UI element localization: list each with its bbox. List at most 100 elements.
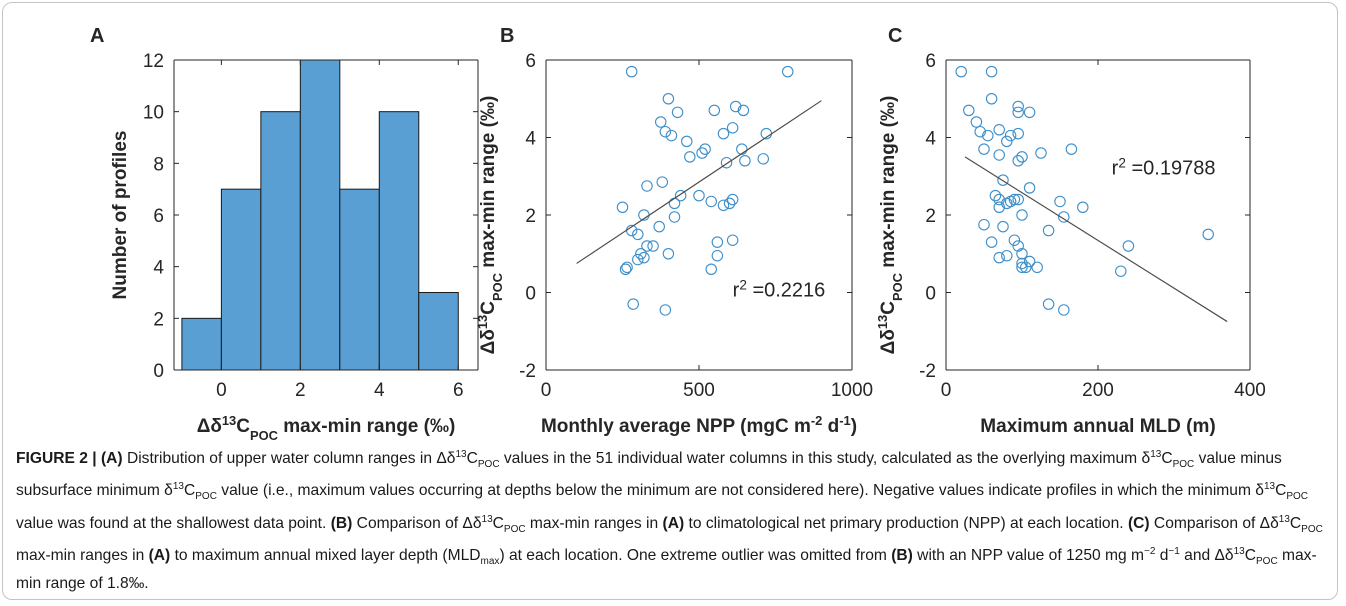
caption-fragment: max-min range of 1.8‰. bbox=[16, 547, 1317, 593]
y-tick-label: 2 bbox=[925, 206, 936, 227]
data-point bbox=[656, 176, 669, 188]
caption-fragment: and Δδ bbox=[1179, 547, 1234, 565]
y-tick-label: 6 bbox=[925, 51, 936, 72]
caption-fragment: Comparison of Δδ bbox=[1149, 514, 1279, 532]
caption-fragment: POC bbox=[1256, 556, 1278, 568]
figure-panels: A 0 2 4 6 0 2 4 6 8 10 12 Number of profiles Δδ13CPOC… bbox=[90, 25, 1266, 440]
caption-fragment: Distribution of upper water column range… bbox=[122, 450, 456, 468]
data-point bbox=[1001, 135, 1013, 148]
data-point bbox=[1008, 193, 1021, 206]
data-point bbox=[659, 125, 672, 138]
figure-caption: FIGURE 2 | (A) Distribution of upper wat… bbox=[16, 444, 1328, 595]
x-tick-label: 4 bbox=[374, 380, 385, 401]
caption-fragment: (B) bbox=[891, 547, 913, 565]
data-point bbox=[1058, 211, 1070, 223]
caption-fragment: C bbox=[1275, 482, 1287, 500]
data-point bbox=[1016, 248, 1028, 260]
caption-fragment: to climatological net primary production… bbox=[684, 514, 1128, 532]
caption-fragment: C bbox=[492, 514, 504, 532]
data-point bbox=[627, 298, 639, 310]
y-tick-label: 0 bbox=[153, 361, 164, 382]
histogram-bar bbox=[418, 292, 459, 371]
data-point bbox=[1065, 143, 1078, 155]
y-tick-label: -2 bbox=[519, 361, 536, 382]
data-point bbox=[726, 193, 739, 206]
caption-fragment: ) at each location. One extreme outlier … bbox=[499, 547, 892, 565]
data-point bbox=[659, 304, 672, 316]
data-point bbox=[993, 124, 1005, 136]
data-point bbox=[1012, 240, 1024, 252]
data-point bbox=[641, 180, 653, 192]
data-point bbox=[985, 93, 998, 105]
caption-fragment: −2 bbox=[1144, 545, 1156, 557]
data-point bbox=[699, 143, 711, 155]
caption-body: (A) Distribution of upper water column r… bbox=[16, 449, 1323, 593]
data-point bbox=[662, 248, 675, 260]
caption-fragment: POC bbox=[1172, 459, 1195, 471]
y-axis-label: Δδ13CPOC max-min range (‰) bbox=[475, 96, 505, 355]
y-tick-label: 4 bbox=[925, 129, 936, 150]
data-point bbox=[665, 129, 678, 142]
histogram-bar bbox=[260, 111, 301, 371]
histogram-bar bbox=[299, 59, 341, 371]
data-point bbox=[993, 193, 1005, 206]
caption-fragment: POC bbox=[1301, 523, 1323, 535]
caption-fragment: value minus subsurface minimum δ bbox=[16, 450, 1282, 500]
caption-fragment: (A) bbox=[148, 547, 171, 565]
caption-fragment: POC bbox=[477, 459, 500, 471]
data-point bbox=[693, 189, 705, 202]
data-point bbox=[1115, 265, 1127, 277]
data-point bbox=[1023, 255, 1036, 268]
caption-fragment: 13 bbox=[172, 481, 184, 493]
caption-fragment: max-min ranges in bbox=[16, 547, 149, 565]
data-point bbox=[955, 65, 967, 78]
data-point bbox=[696, 147, 708, 159]
caption-fragment: max bbox=[480, 556, 500, 568]
caption-fragment: C bbox=[466, 450, 478, 468]
trendline bbox=[964, 156, 1228, 323]
data-point bbox=[1001, 249, 1013, 262]
data-point bbox=[681, 135, 693, 148]
caption-fragment: d bbox=[1155, 547, 1169, 565]
data-point bbox=[720, 156, 733, 169]
panel-label: C bbox=[888, 25, 902, 47]
data-point bbox=[632, 228, 644, 241]
caption-fragment: 13 bbox=[1233, 545, 1245, 557]
data-point bbox=[1012, 100, 1024, 113]
data-point bbox=[1004, 129, 1017, 142]
x-axis-label: Maximum annual MLD (m) bbox=[980, 416, 1215, 437]
caption-fragment: value was found at the shallowest data p… bbox=[16, 514, 331, 532]
x-tick-label: 0 bbox=[541, 380, 552, 401]
caption-fragment: (B) bbox=[330, 514, 353, 532]
data-point bbox=[978, 143, 990, 155]
data-point bbox=[993, 149, 1005, 161]
data-point bbox=[985, 65, 998, 78]
data-point bbox=[1012, 155, 1024, 167]
data-point bbox=[1016, 257, 1028, 270]
data-point bbox=[705, 263, 717, 275]
histogram-bar bbox=[181, 317, 222, 371]
data-point bbox=[1035, 147, 1047, 159]
caption-fragment: Comparison of Δδ bbox=[352, 514, 482, 532]
data-point bbox=[1122, 240, 1135, 252]
data-point bbox=[1012, 193, 1024, 206]
y-tick-label: -2 bbox=[919, 361, 936, 382]
data-point bbox=[985, 236, 998, 248]
y-axis-label: Number of profiles bbox=[110, 131, 131, 300]
data-point bbox=[1020, 261, 1032, 274]
data-point bbox=[1202, 228, 1214, 241]
data-point bbox=[1016, 151, 1028, 163]
y-tick-label: 6 bbox=[153, 206, 164, 227]
y-tick-label: 0 bbox=[525, 284, 536, 305]
data-point bbox=[684, 151, 696, 163]
caption-fragment: (A) bbox=[100, 450, 123, 468]
data-point bbox=[641, 240, 653, 252]
data-point bbox=[1077, 201, 1089, 214]
data-point bbox=[1042, 224, 1055, 237]
data-point bbox=[1054, 195, 1066, 208]
y-tick-label: 0 bbox=[925, 284, 936, 305]
data-point bbox=[1016, 209, 1028, 221]
data-point bbox=[717, 127, 730, 140]
caption-fragment: max-min ranges in bbox=[525, 514, 663, 532]
